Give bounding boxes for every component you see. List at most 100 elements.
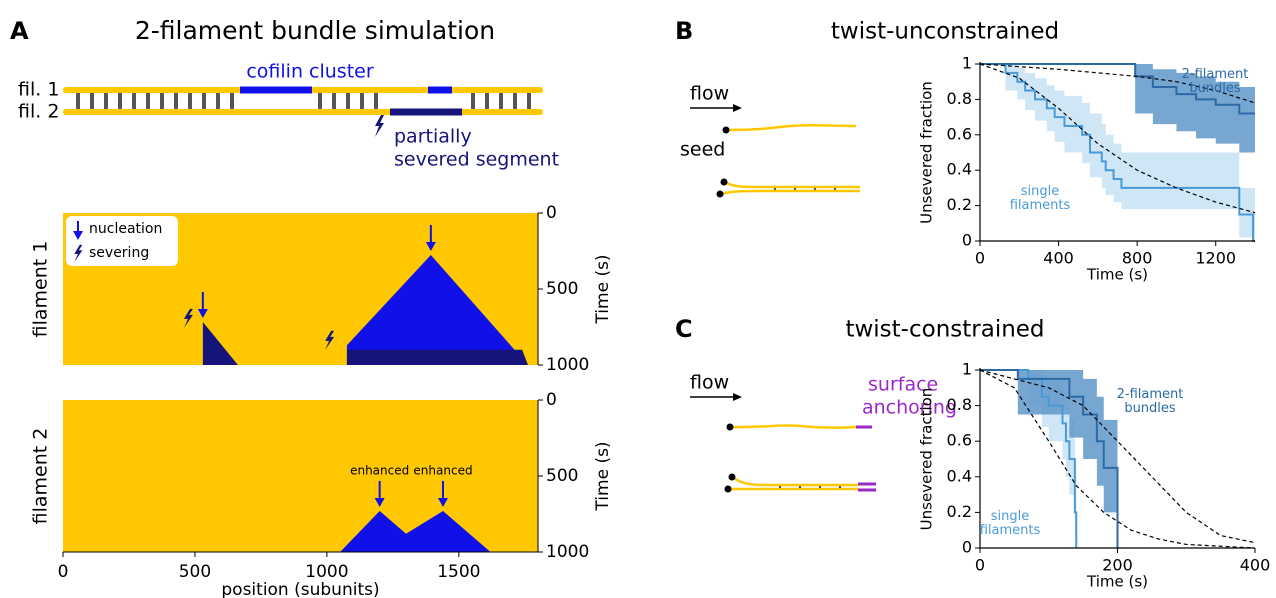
bundle-diagram (63, 86, 543, 137)
y-tick-label: 0.2 (947, 195, 972, 214)
y-tick-label: 500 (546, 466, 578, 486)
x-tick-label: 1200 (1195, 249, 1236, 268)
seed-dot (720, 178, 728, 186)
severing-icon (325, 330, 335, 350)
filament (731, 475, 858, 487)
panel-label: B (675, 17, 693, 45)
nucleation-arrow (425, 224, 436, 251)
x-tick-label: 1000 (305, 562, 348, 582)
arrow-head (73, 231, 83, 240)
legend-nucleation-icon (73, 221, 83, 240)
filament (719, 189, 860, 196)
severing-icon (375, 115, 384, 137)
severed-label: severed segment (394, 149, 559, 171)
panel-title: twist-constrained (845, 317, 1044, 343)
y-axis-label: filament 1 (30, 241, 52, 338)
survival-curve (980, 63, 1255, 115)
series-label: 2-filament bundles (1116, 387, 1184, 416)
confidence-band (980, 64, 1255, 153)
panel-label: A (10, 17, 29, 45)
severing-icon (183, 308, 193, 328)
y-tick-label: 0 (546, 390, 557, 410)
fil-label: fil. 1 (18, 79, 59, 101)
nucleation-label: enhanced (413, 463, 472, 477)
cofilin-label: cofilin cluster (246, 61, 373, 83)
panel-title: 2-filament bundle simulation (135, 16, 495, 45)
arrow-head (425, 241, 436, 251)
arrow-head (438, 497, 448, 507)
y-tick-label: 0 (962, 231, 972, 250)
x-tick-label: 0 (58, 562, 69, 582)
arrow-head (197, 308, 208, 318)
y2-axis-label: Time (s) (593, 254, 613, 324)
x-axis-label: Time (s) (1086, 266, 1148, 284)
legend-label: nucleation (89, 221, 162, 237)
filament (723, 180, 860, 189)
x-tick-label: 1500 (437, 562, 480, 582)
seed-dot (722, 126, 730, 134)
y-tick-label: 0.2 (947, 502, 972, 521)
x-tick-label: 0 (975, 556, 985, 575)
seed-dot (724, 485, 732, 493)
legend-label: severing (89, 245, 149, 261)
arrow-head (374, 497, 385, 507)
nucleation-arrow (438, 480, 448, 507)
cofilin-domain (202, 321, 238, 365)
x-tick-label: 500 (179, 562, 211, 582)
model-curve (979, 369, 1256, 549)
cofilin-domain (340, 510, 491, 552)
y-axis-label: Unsevered fraction (918, 81, 936, 224)
series-label: 2-filament bundles (1181, 67, 1249, 96)
filament (729, 424, 857, 429)
y-axis-label: filament 2 (30, 428, 52, 525)
series-label: single filaments (979, 509, 1041, 538)
y-tick-label: 1000 (546, 355, 589, 375)
nucleation-arrow (374, 480, 385, 507)
x-axis-label: position (subunits) (221, 580, 379, 598)
nucleation-arrow (197, 291, 208, 318)
x-tick-label: 800 (1122, 249, 1153, 268)
flow-label: flow (690, 372, 729, 394)
seed-dot (716, 190, 724, 198)
seed-dot (728, 473, 736, 481)
x-tick-label: 0 (975, 249, 985, 268)
y-tick-label: 0.4 (947, 466, 972, 485)
y-tick-label: 0.6 (947, 124, 972, 143)
series-label: single filaments (1009, 184, 1071, 213)
crosslinkers (76, 90, 531, 112)
x-tick-label: 200 (1102, 556, 1133, 575)
cofilin-domain (346, 254, 528, 365)
arrow-head (733, 104, 742, 112)
seed-dot (726, 423, 734, 431)
severed-label: partially (394, 126, 472, 148)
seed-label: seed (680, 139, 725, 161)
y-tick-label: 0 (546, 203, 557, 223)
nucleation-label: enhanced (350, 463, 409, 477)
flow-label: flow (690, 83, 729, 105)
arrow-head (733, 393, 742, 401)
panel-label: C (675, 315, 693, 343)
fil-label: fil. 2 (18, 101, 59, 123)
y-tick-label: 1 (962, 360, 972, 379)
survival-curve (980, 369, 1119, 548)
x-tick-label: 400 (1043, 249, 1074, 268)
legend-box (66, 216, 178, 266)
flow-diagram (690, 393, 876, 493)
legend-severing-icon (74, 244, 83, 262)
panel-title: twist-unconstrained (831, 19, 1059, 45)
y-tick-label: 0.8 (947, 89, 972, 108)
y-tick-label: 500 (546, 279, 578, 299)
y2-axis-label: Time (s) (593, 441, 613, 511)
anchoring-label: surface (868, 374, 938, 396)
y-tick-label: 0.6 (947, 431, 972, 450)
flow-diagram (690, 104, 860, 198)
y-tick-label: 1000 (546, 542, 589, 562)
y-tick-label: 0.4 (947, 160, 972, 179)
y-tick-label: 1 (962, 54, 972, 73)
anchoring-label: anchoring (862, 397, 957, 419)
cofilin-domain (346, 349, 528, 365)
y-tick-label: 0.8 (947, 395, 972, 414)
model-curve (979, 369, 1256, 544)
